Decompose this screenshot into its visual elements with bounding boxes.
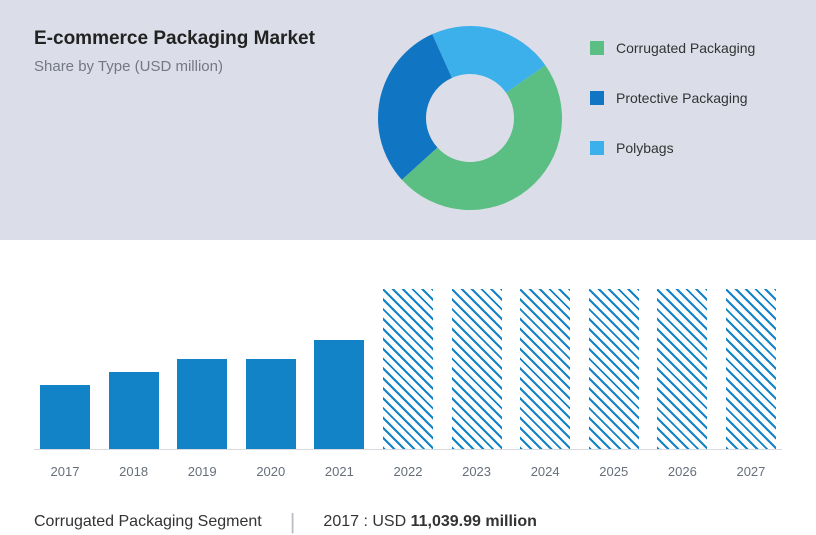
bar-xlabel: 2017 (40, 464, 90, 479)
bar-xlabel: 2021 (314, 464, 364, 479)
legend-item: Protective Packaging (590, 90, 755, 106)
bar-xlabel: 2027 (726, 464, 776, 479)
bar-forecast (383, 289, 433, 449)
legend-swatch (590, 91, 604, 105)
donut-chart (370, 18, 570, 223)
bar-actual (246, 359, 296, 449)
bar-xlabel: 2018 (109, 464, 159, 479)
bar-slot (383, 289, 433, 449)
bar-xlabel: 2026 (657, 464, 707, 479)
footer-stat-value: 11,039.99 million (411, 513, 537, 530)
legend-item: Corrugated Packaging (590, 40, 755, 56)
bar-xlabel: 2024 (520, 464, 570, 479)
bar-xlabel: 2023 (452, 464, 502, 479)
legend: Corrugated Packaging Protective Packaging… (590, 40, 755, 190)
legend-label: Protective Packaging (616, 90, 748, 106)
bar-xlabel: 2022 (383, 464, 433, 479)
footer-stat-prefix: USD (372, 513, 406, 530)
bar-slot (589, 289, 639, 449)
bar-actual (314, 340, 364, 449)
bar-actual (177, 359, 227, 449)
bar-slot (314, 340, 364, 449)
bottom-panel: 2017 2018 2019 2020 2021 2022 2023 2024 2025 2026… (0, 240, 816, 535)
footer-segment-label: Corrugated Packaging Segment (34, 513, 262, 531)
bar-forecast (726, 289, 776, 449)
footer-stat: 2017 : USD 11,039.99 million (323, 513, 536, 531)
legend-label: Polybags (616, 140, 674, 156)
bar-actual (109, 372, 159, 449)
footer-stat-year: 2017 (323, 513, 359, 530)
bar-xlabel: 2019 (177, 464, 227, 479)
bar-slot (726, 289, 776, 449)
footer-divider: | (290, 509, 296, 535)
footer-row: Corrugated Packaging Segment | 2017 : US… (34, 479, 782, 535)
legend-item: Polybags (590, 140, 755, 156)
bar-actual (40, 385, 90, 449)
bar-forecast (520, 289, 570, 449)
bar-xlabel: 2025 (589, 464, 639, 479)
bar-slot (452, 289, 502, 449)
legend-swatch (590, 41, 604, 55)
bar-chart-xaxis: 2017 2018 2019 2020 2021 2022 2023 2024 2025 2026… (34, 450, 782, 479)
bar-xlabel: 2020 (246, 464, 296, 479)
bar-forecast (589, 289, 639, 449)
legend-swatch (590, 141, 604, 155)
top-panel: E-commerce Packaging Market Share by Typ… (0, 0, 816, 240)
bar-forecast (452, 289, 502, 449)
bar-slot (177, 359, 227, 449)
bar-slot (40, 385, 90, 449)
bar-slot (520, 289, 570, 449)
bar-chart (34, 270, 782, 450)
bar-slot (109, 372, 159, 449)
bar-forecast (657, 289, 707, 449)
bar-slot (246, 359, 296, 449)
legend-label: Corrugated Packaging (616, 40, 755, 56)
bar-slot (657, 289, 707, 449)
